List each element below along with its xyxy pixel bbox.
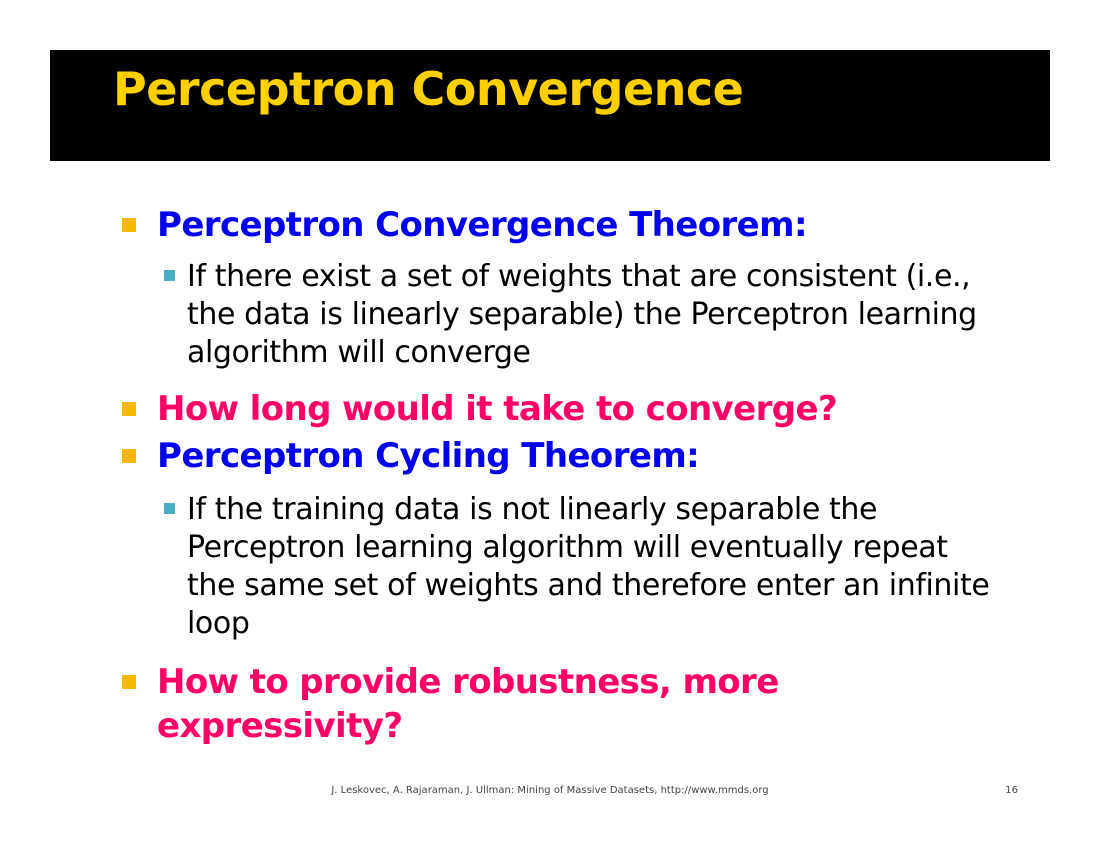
sub-bullet-convergence-detail: If there exist a set of weights that are…: [164, 258, 1004, 372]
bullet-convergence-theorem-text: Perceptron Convergence Theorem:: [157, 205, 808, 245]
square-bullet-icon: [164, 503, 175, 514]
title-bar: Perceptron Convergence: [50, 50, 1050, 161]
slide-title: Perceptron Convergence: [113, 62, 744, 116]
slide-footer: J. Leskovec, A. Rajaraman, J. Ullman: Mi…: [0, 785, 1100, 801]
bullet-convergence-theorem: Perceptron Convergence Theorem:: [122, 203, 1025, 247]
bullet-robustness-text: How to provide robustness, more expressi…: [157, 662, 779, 746]
square-bullet-icon: [164, 270, 175, 281]
bullet-how-long: How long would it take to converge?: [122, 387, 1025, 431]
square-bullet-icon: [122, 402, 136, 416]
sub-bullet-convergence-detail-text: If there exist a set of weights that are…: [187, 259, 977, 370]
bullet-robustness: How to provide robustness, more expressi…: [122, 660, 785, 748]
square-bullet-icon: [122, 449, 136, 463]
square-bullet-icon: [122, 675, 136, 689]
footer-citation: J. Leskovec, A. Rajaraman, J. Ullman: Mi…: [331, 785, 769, 796]
square-bullet-icon: [122, 218, 136, 232]
page-number: 16: [1005, 785, 1018, 796]
bullet-cycling-theorem: Perceptron Cycling Theorem:: [122, 434, 1025, 478]
sub-bullet-cycling-detail: If the training data is not linearly sep…: [164, 491, 1004, 643]
bullet-cycling-theorem-text: Perceptron Cycling Theorem:: [157, 436, 700, 476]
bullet-how-long-text: How long would it take to converge?: [157, 389, 838, 429]
sub-bullet-cycling-detail-text: If the training data is not linearly sep…: [187, 492, 990, 641]
